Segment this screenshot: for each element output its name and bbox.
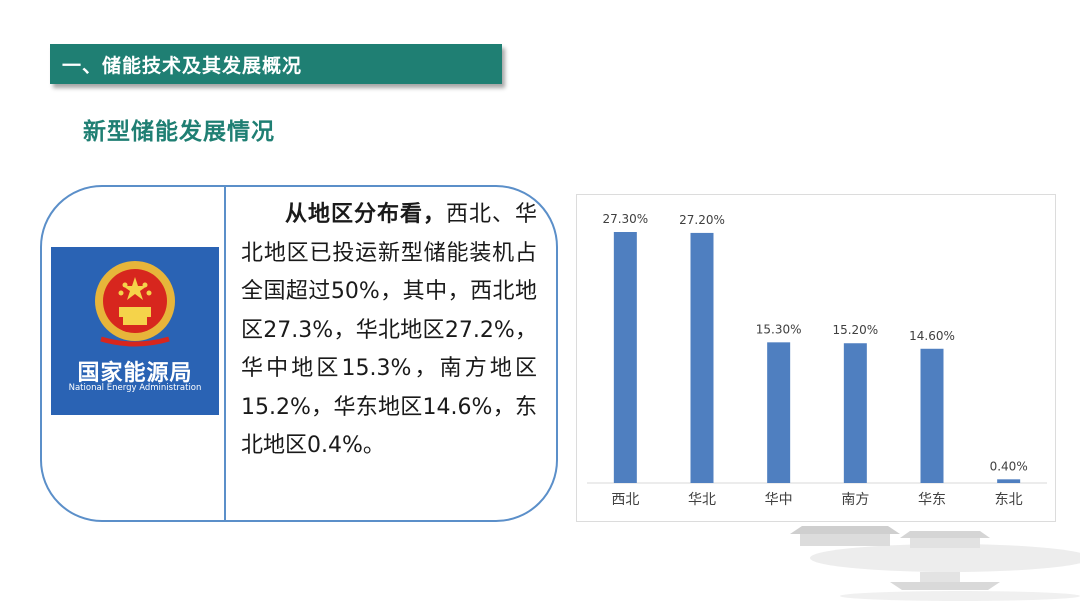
bar-chart: 27.30% 西北 27.20% 华北 15.30% 华中 15.20% 南方 14.60% 华东… [576,194,1056,522]
logo-name-en: National Energy Administration [68,383,202,393]
bar-1 [690,232,714,483]
data-label-2: 15.30% [756,322,802,336]
bar-0 [613,232,637,483]
category-label-4: 华东 [918,492,946,508]
category-label-5: 东北 [995,492,1023,508]
page-subtitle: 新型储能发展情况 [83,119,275,145]
body-text: 西北、华北地区已投运新型储能装机占全国超过50%，其中，西北地区27.3%，华北… [241,202,537,458]
data-label-3: 15.20% [832,323,878,337]
body-paragraph: 从地区分布看，西北、华北地区已投运新型储能装机占全国超过50%，其中，西北地区2… [241,196,537,466]
category-label-0: 西北 [611,492,639,508]
category-label-1: 华北 [688,492,716,508]
data-label-5: 0.40% [990,459,1028,473]
card-divider [224,187,226,520]
data-label-1: 27.20% [679,213,725,227]
data-label-4: 14.60% [909,329,955,343]
body-lead: 从地区分布看， [285,202,446,227]
bar-4 [920,348,944,483]
category-label-2: 华中 [765,492,793,508]
category-label-3: 南方 [841,492,869,508]
national-emblem-icon [95,261,175,347]
section-header: 一、储能技术及其发展概况 [50,44,502,84]
nea-logo: 国家能源局 National Energy Administration [51,247,219,415]
bar-chart-svg: 27.30% 西北 27.20% 华北 15.30% 华中 15.20% 南方 14.60% 华东… [587,212,1047,508]
decorative-landscape [790,526,1080,601]
bar-5 [997,479,1021,483]
bar-3 [843,343,867,483]
bar-2 [767,342,791,483]
logo-name-cn: 国家能源局 [77,361,193,386]
data-label-0: 27.30% [602,212,648,226]
section-title: 一、储能技术及其发展概况 [62,54,303,77]
